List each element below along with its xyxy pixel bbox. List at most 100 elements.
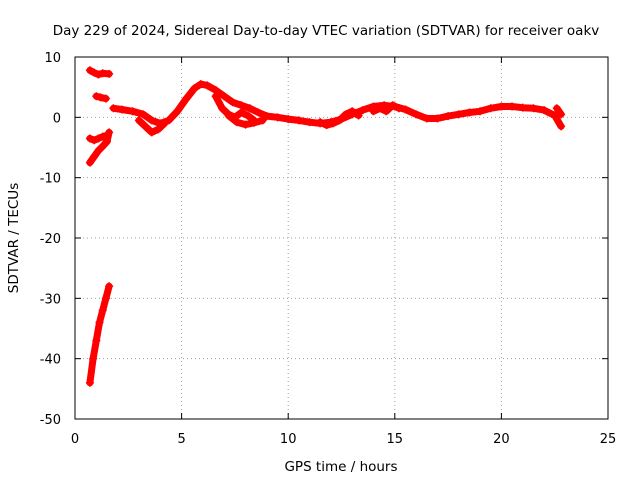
- data-point: [141, 122, 150, 131]
- data-point: [241, 120, 250, 129]
- data-point: [245, 104, 254, 113]
- data-point: [228, 98, 237, 107]
- data-point: [465, 108, 474, 117]
- data-point: [101, 94, 110, 103]
- data-point: [454, 110, 463, 119]
- data-point: [557, 122, 566, 131]
- data-point: [85, 158, 94, 167]
- y-axis-tick-labels: 10 0 -10 -20 -30 -40 -50: [40, 51, 61, 428]
- x-tick-label: 25: [600, 432, 617, 447]
- data-point: [254, 108, 263, 117]
- data-point: [258, 116, 267, 125]
- data-point: [109, 104, 118, 113]
- y-tick-label: -40: [40, 353, 61, 368]
- data-point: [476, 107, 485, 116]
- data-point: [220, 92, 229, 101]
- data-point: [497, 102, 506, 111]
- data-point: [552, 104, 561, 113]
- data-point: [105, 282, 114, 291]
- x-tick-label: 0: [71, 432, 79, 447]
- data-point: [369, 107, 378, 116]
- data-point: [85, 66, 94, 75]
- data-point: [98, 306, 107, 315]
- data-point: [105, 69, 114, 78]
- data-point: [90, 136, 99, 145]
- data-point: [388, 101, 397, 110]
- y-tick-label: 0: [53, 111, 61, 126]
- data-point: [395, 104, 404, 113]
- series-steep-drop: [85, 282, 114, 387]
- data-point: [422, 114, 431, 123]
- data-point: [508, 102, 517, 111]
- x-tick-label: 10: [280, 432, 297, 447]
- data-point: [85, 134, 94, 143]
- data-point: [218, 104, 227, 113]
- data-point: [90, 68, 99, 77]
- data-point: [294, 116, 303, 125]
- y-tick-label: -50: [40, 413, 61, 428]
- y-tick-label: 10: [44, 51, 61, 66]
- data-point: [401, 105, 410, 114]
- data-point: [196, 80, 205, 89]
- series-loop-12-13: [316, 107, 363, 130]
- data-point: [181, 95, 190, 104]
- x-tick-label: 5: [177, 432, 185, 447]
- data-point: [95, 318, 104, 327]
- y-tick-label: -20: [40, 232, 61, 247]
- data-point: [444, 112, 453, 121]
- data-series: [85, 66, 566, 387]
- data-point: [94, 146, 103, 155]
- data-point: [348, 107, 357, 116]
- data-point: [128, 107, 137, 116]
- data-point: [250, 118, 259, 127]
- data-point: [237, 101, 246, 110]
- data-point: [134, 116, 143, 125]
- data-point: [102, 131, 111, 140]
- data-point: [94, 134, 103, 143]
- series-loop-7-lower: [224, 111, 267, 129]
- data-point: [147, 128, 156, 137]
- series-dip-3-5: [134, 116, 169, 137]
- data-point: [224, 111, 233, 120]
- x-tick-label: 20: [493, 432, 510, 447]
- data-point: [412, 110, 421, 119]
- series-wiggle-14-15: [369, 101, 404, 116]
- data-point: [94, 70, 103, 79]
- data-point: [322, 121, 331, 130]
- data-point: [328, 119, 337, 128]
- data-point: [382, 107, 391, 116]
- data-point: [89, 354, 98, 363]
- data-point: [96, 93, 105, 102]
- series-early-mid: [92, 92, 110, 103]
- data-point: [90, 152, 99, 161]
- data-point: [237, 108, 246, 117]
- data-point: [139, 110, 148, 119]
- data-point: [433, 114, 442, 123]
- data-point: [262, 112, 271, 121]
- data-point: [98, 142, 107, 151]
- data-point: [305, 118, 314, 127]
- series-early-top: [85, 66, 114, 79]
- x-axis-tick-labels: 0 5 10 15 20 25: [71, 432, 616, 447]
- x-tick-label: 15: [387, 432, 404, 447]
- data-point: [550, 111, 559, 120]
- y-tick-label: -30: [40, 292, 61, 307]
- data-point: [101, 294, 110, 303]
- data-point: [160, 119, 169, 128]
- data-point: [173, 107, 182, 116]
- data-point: [557, 110, 566, 119]
- y-tick-label: -10: [40, 172, 61, 187]
- data-point: [92, 92, 101, 101]
- tick-marks: [74, 56, 609, 420]
- series-end-branch: [552, 104, 566, 119]
- data-point: [154, 125, 163, 134]
- data-point: [190, 84, 199, 93]
- data-point: [203, 81, 212, 90]
- data-point: [243, 111, 252, 120]
- series-early-low-2: [85, 131, 111, 145]
- data-point: [284, 115, 293, 124]
- data-point: [117, 105, 126, 114]
- data-point: [316, 118, 325, 127]
